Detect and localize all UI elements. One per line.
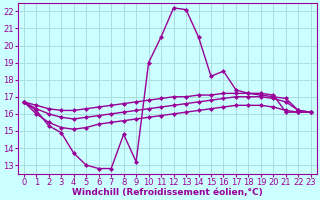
X-axis label: Windchill (Refroidissement éolien,°C): Windchill (Refroidissement éolien,°C) [72,188,263,197]
